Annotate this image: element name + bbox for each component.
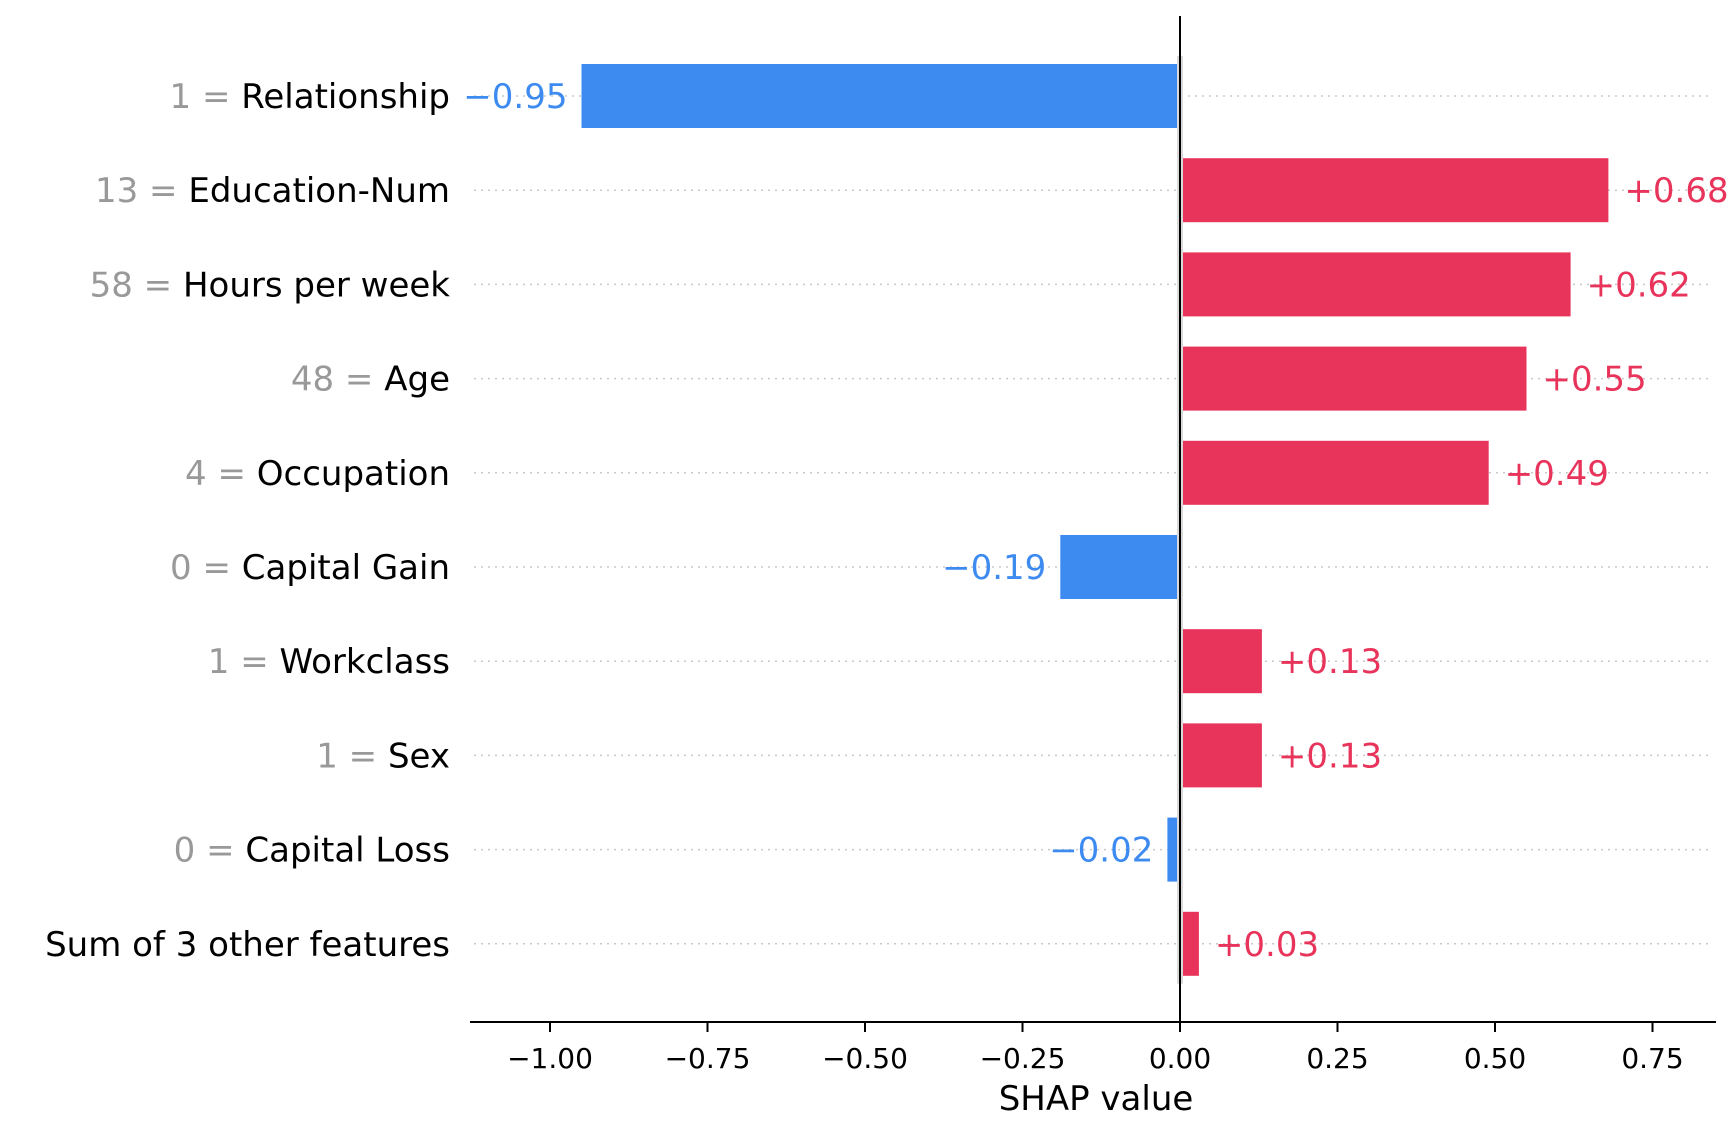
bar-value-label: +0.55 <box>1543 360 1647 400</box>
feature-value: 1 <box>170 77 192 117</box>
feature-label: Sum of 3 other features <box>45 925 450 965</box>
equals-sign: = <box>195 831 245 871</box>
bar <box>1180 911 1199 976</box>
equals-sign: = <box>338 736 388 776</box>
equals-sign: = <box>334 360 384 400</box>
feature-value: 1 <box>316 736 338 776</box>
feature-name: Sex <box>388 736 450 776</box>
bar <box>1180 723 1262 788</box>
feature-name: Hours per week <box>183 265 450 305</box>
bar <box>1180 629 1262 694</box>
bar <box>1167 817 1180 882</box>
feature-label: 1 = Workclass <box>208 642 450 682</box>
bar <box>1180 440 1489 505</box>
x-tick-label: 0.75 <box>1621 1042 1683 1075</box>
bar-value-label: −0.19 <box>942 548 1046 588</box>
equals-sign: = <box>138 171 188 211</box>
bars <box>581 64 1609 976</box>
x-tick-label: 0.25 <box>1306 1042 1368 1075</box>
feature-value: 58 <box>90 265 133 305</box>
feature-label: 48 = Age <box>291 360 450 400</box>
equals-sign: = <box>229 642 279 682</box>
feature-name: Capital Gain <box>242 548 450 588</box>
feature-value: 4 <box>185 454 207 494</box>
bar-value-label: +0.62 <box>1587 265 1691 305</box>
x-tick-label: 0.00 <box>1149 1042 1211 1075</box>
feature-name: Workclass <box>280 642 451 682</box>
bar <box>581 64 1180 128</box>
feature-name: Sum of 3 other features <box>45 925 450 965</box>
feature-label: 13 = Education-Num <box>95 171 450 211</box>
feature-value: 0 <box>170 548 192 588</box>
bar-value-labels: −0.95 +0.68 +0.62 +0.55 +0.49 −0.19 +0.13 +0.13… <box>463 77 1728 965</box>
feature-value: 13 <box>95 171 138 211</box>
feature-label: 1 = Sex <box>316 736 450 776</box>
x-tick-label: −0.25 <box>980 1042 1066 1075</box>
feature-value: 0 <box>174 831 196 871</box>
feature-labels: 1 = Relationship 13 = Education-Num 58 = H… <box>45 77 450 965</box>
bar-value-label: +0.13 <box>1278 736 1382 776</box>
equals-sign: = <box>207 454 257 494</box>
bar-value-label: +0.03 <box>1215 925 1319 965</box>
feature-label: 58 = Hours per week <box>90 265 451 305</box>
equals-sign: = <box>191 77 241 117</box>
x-tick-label: −0.75 <box>665 1042 751 1075</box>
feature-value: 48 <box>291 360 334 400</box>
bar-value-label: −0.95 <box>463 77 567 117</box>
x-tick-label: −1.00 <box>507 1042 593 1075</box>
bar-value-label: +0.13 <box>1278 642 1382 682</box>
x-axis: −1.00 −0.75 −0.50 −0.25 0.00 0.25 0.50 0.75 <box>470 1021 1716 1075</box>
feature-name: Relationship <box>241 77 450 117</box>
feature-label: 0 = Capital Loss <box>174 831 450 871</box>
feature-name: Capital Loss <box>245 831 450 871</box>
feature-name: Education-Num <box>188 171 450 211</box>
feature-name: Occupation <box>257 454 450 494</box>
bar-value-label: +0.68 <box>1624 171 1728 211</box>
equals-sign: = <box>192 548 242 588</box>
feature-label: 4 = Occupation <box>185 454 450 494</box>
x-tick-label: −0.50 <box>822 1042 908 1075</box>
feature-label: 1 = Relationship <box>170 77 450 117</box>
x-tick-label: 0.50 <box>1464 1042 1526 1075</box>
bar <box>1060 535 1180 599</box>
bar <box>1180 346 1527 411</box>
row-guides <box>474 95 1712 945</box>
feature-value: 1 <box>208 642 230 682</box>
bar-value-label: −0.02 <box>1049 831 1153 871</box>
feature-name: Age <box>384 360 450 400</box>
x-axis-title: SHAP value <box>999 1079 1194 1119</box>
equals-sign: = <box>133 265 183 305</box>
feature-label: 0 = Capital Gain <box>170 548 450 588</box>
bar <box>1180 158 1609 223</box>
bar <box>1180 252 1571 317</box>
bar-value-label: +0.49 <box>1505 454 1609 494</box>
